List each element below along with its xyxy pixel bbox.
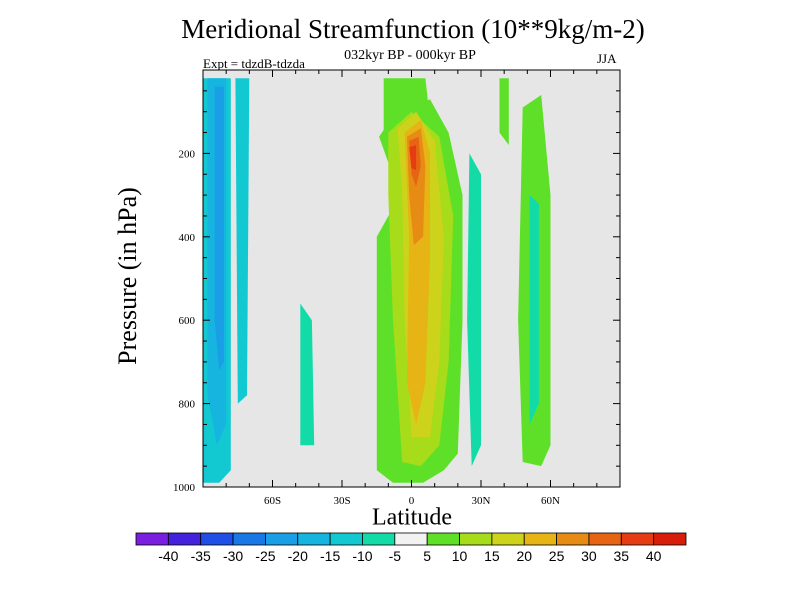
x-tick-label: 30N	[472, 495, 491, 507]
colorbar-label: 40	[646, 548, 662, 564]
chart-subtitle: 032kyr BP - 000kyr BP	[344, 48, 476, 63]
axes: 200 400 600 800 1000 60S 30S 0 30N 60N	[173, 69, 621, 507]
chart-title: Meridional Streamfunction (10**9kg/m-2)	[181, 14, 645, 44]
colorbar-swatch	[588, 532, 622, 546]
colorbar-label: -5	[389, 548, 402, 564]
x-tick-label: 60S	[264, 495, 281, 507]
colorbar-swatch	[232, 532, 266, 546]
colorbar-label: 5	[423, 548, 431, 564]
experiment-label: Expt = tdzdB-tdzda	[203, 56, 305, 71]
colorbar-label: 15	[484, 548, 500, 564]
y-tick-label: 800	[179, 399, 196, 411]
colorbar-label: -30	[223, 548, 243, 564]
colorbar-label: 30	[581, 548, 597, 564]
colorbar-label: 35	[614, 548, 630, 564]
colorbar-swatch	[265, 532, 299, 546]
y-tick-label: 1000	[173, 482, 196, 494]
colorbar-swatch	[167, 532, 202, 546]
colorbar-swatch	[653, 532, 687, 546]
contour-neg-band-55N	[529, 195, 539, 425]
colorbar-label: -15	[320, 548, 340, 564]
colorbar-label: -40	[158, 548, 178, 564]
colorbar-label: 25	[549, 548, 565, 564]
colorbar-swatch	[556, 532, 590, 546]
colorbar-label: -25	[255, 548, 275, 564]
y-tick-label: 200	[179, 148, 196, 160]
contour-neg-strip-70S	[235, 78, 250, 404]
y-tick-label: 400	[179, 232, 196, 244]
x-tick-label: 60N	[541, 495, 560, 507]
colorbar-swatch	[329, 532, 363, 546]
colorbar-swatch	[491, 532, 525, 546]
colorbar-label: 10	[452, 548, 468, 564]
contour-pos-35	[409, 145, 417, 171]
colorbar-label: -10	[352, 548, 372, 564]
x-tick-label: 0	[409, 495, 415, 507]
y-tick-label: 600	[179, 315, 196, 327]
colorbar-label: -20	[288, 548, 308, 564]
colorbar-swatch	[426, 532, 460, 546]
x-tick-label: 30S	[333, 495, 350, 507]
colorbar-swatch	[362, 532, 396, 546]
colorbar-label: -35	[191, 548, 211, 564]
colorbar-swatch	[523, 532, 557, 546]
season-label: JJA	[597, 51, 617, 66]
plot-area	[203, 70, 620, 487]
colorbar-swatch	[297, 532, 331, 546]
colorbar-swatch	[200, 532, 234, 546]
colorbar-label: 20	[516, 548, 532, 564]
contour-neg-band-25N	[467, 153, 481, 467]
colorbar: -40 -35 -30 -25 -20 -15 -10 -5 5 10 15 20 25 30 35 40	[135, 532, 687, 564]
contour-neg-core-60S	[214, 86, 224, 371]
x-axis-label: Latitude	[372, 504, 452, 531]
colorbar-swatch	[394, 532, 428, 546]
colorbar-swatch	[135, 532, 169, 546]
contour-neg-lobe-40S	[300, 303, 315, 446]
contour-pos-band-45N	[499, 78, 509, 146]
colorbar-swatch	[620, 532, 655, 546]
colorbar-swatch	[459, 532, 493, 546]
